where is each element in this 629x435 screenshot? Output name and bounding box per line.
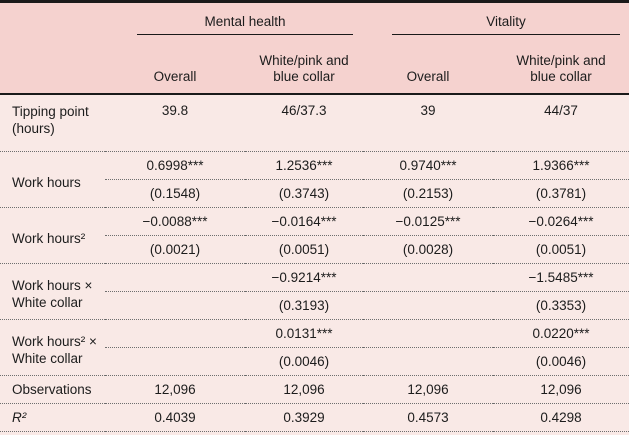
cell: (0.0028) xyxy=(363,235,493,264)
group-header-mental-health: Mental health xyxy=(105,1,363,35)
row-label-r-squared: R² xyxy=(0,403,105,432)
cell: (0.0051) xyxy=(245,235,363,264)
cell: (0.1548) xyxy=(105,179,245,208)
cell: −0.0164*** xyxy=(245,207,363,236)
col-header-mh-overall: Overall xyxy=(105,35,245,95)
cell: (0.0051) xyxy=(493,235,629,264)
cell: (0.3193) xyxy=(245,291,363,320)
cell: 0.0000 xyxy=(493,431,629,435)
cell: 12,096 xyxy=(363,375,493,404)
cell xyxy=(363,291,493,320)
cell: 1.2536*** xyxy=(245,151,363,180)
group-header-vitality: Vitality xyxy=(363,1,629,35)
cell: −0.0264*** xyxy=(493,207,629,236)
row-label-work-hours-sq-x-white-collar: Work hours² × White collar xyxy=(0,319,105,376)
row-label-p-value: p xyxy=(0,431,105,435)
group-label-vitality: Vitality xyxy=(392,8,620,35)
cell xyxy=(363,347,493,376)
cell: 1.9366*** xyxy=(493,151,629,180)
cell xyxy=(105,347,245,376)
row-label-work-hours-x-white-collar: Work hours × White collar xyxy=(0,263,105,320)
cell: 0.3929 xyxy=(245,403,363,432)
row-work-hours-x-white-collar-estimate: Work hours × White collar −0.9214*** −1.… xyxy=(0,263,629,320)
cell: 0.6998*** xyxy=(105,151,245,180)
cell: 0.0220*** xyxy=(493,319,629,348)
row-work-hours-estimate: Work hours 0.6998*** 1.2536*** 0.9740***… xyxy=(0,151,629,208)
cell: 39 xyxy=(363,94,493,152)
cell xyxy=(105,291,245,320)
cell: 0.4298 xyxy=(493,403,629,432)
row-label-work-hours: Work hours xyxy=(0,151,105,208)
cell: −0.9214*** xyxy=(245,263,363,292)
cell: (0.3781) xyxy=(493,179,629,208)
cell xyxy=(363,319,493,348)
cell: (0.2153) xyxy=(363,179,493,208)
cell: 0.4573 xyxy=(363,403,493,432)
row-work-hours-sq-x-white-collar-se: (0.0046) (0.0046) xyxy=(0,347,629,376)
cell: 0.0000 xyxy=(245,431,363,435)
group-label-mental-health: Mental health xyxy=(137,8,353,35)
row-work-hours-sq-x-white-collar-estimate: Work hours² × White collar 0.0131*** 0.0… xyxy=(0,319,629,376)
cell: 0.0000 xyxy=(363,431,493,435)
col-header-mh-collar: White/pink and blue collar xyxy=(245,35,363,95)
row-work-hours-se: (0.1548) (0.3743) (0.2153) (0.3781) xyxy=(0,179,629,208)
cell: 12,096 xyxy=(493,375,629,404)
cell xyxy=(363,263,493,292)
cell: 0.9740*** xyxy=(363,151,493,180)
row-work-hours-x-white-collar-se: (0.3193) (0.3353) xyxy=(0,291,629,320)
cell: 0.0000 xyxy=(105,431,245,435)
subheader-empty xyxy=(0,35,105,95)
row-p-value: p 0.0000 0.0000 0.0000 0.0000 xyxy=(0,431,629,435)
row-label-work-hours-squared: Work hours² xyxy=(0,207,105,264)
cell: 39.8 xyxy=(105,94,245,152)
cell xyxy=(105,319,245,348)
cell: (0.3353) xyxy=(493,291,629,320)
cell: (0.0046) xyxy=(245,347,363,376)
col-header-vit-overall: Overall xyxy=(363,35,493,95)
cell: 0.4039 xyxy=(105,403,245,432)
row-tipping-point: Tipping point (hours) 39.8 46/37.3 39 44… xyxy=(0,94,629,152)
cell: −0.0125*** xyxy=(363,207,493,236)
cell: −1.5485*** xyxy=(493,263,629,292)
cell: 46/37.3 xyxy=(245,94,363,152)
corner-cell xyxy=(0,1,105,35)
row-work-hours-sq-se: (0.0021) (0.0051) (0.0028) (0.0051) xyxy=(0,235,629,264)
row-label-tipping-point: Tipping point (hours) xyxy=(0,94,105,152)
row-r-squared: R² 0.4039 0.3929 0.4573 0.4298 xyxy=(0,403,629,432)
row-observations: Observations 12,096 12,096 12,096 12,096 xyxy=(0,375,629,404)
cell: 44/37 xyxy=(493,94,629,152)
subheader-row: Overall White/pink and blue collar Overa… xyxy=(0,35,629,95)
row-work-hours-sq-estimate: Work hours² −0.0088*** −0.0164*** −0.012… xyxy=(0,207,629,264)
cell: (0.0046) xyxy=(493,347,629,376)
cell xyxy=(105,263,245,292)
group-header-row: Mental health Vitality xyxy=(0,1,629,35)
cell: 0.0131*** xyxy=(245,319,363,348)
cell: 12,096 xyxy=(245,375,363,404)
col-header-vit-collar: White/pink and blue collar xyxy=(493,35,629,95)
cell: (0.3743) xyxy=(245,179,363,208)
cell: −0.0088*** xyxy=(105,207,245,236)
cell: 12,096 xyxy=(105,375,245,404)
row-label-observations: Observations xyxy=(0,375,105,404)
cell: (0.0021) xyxy=(105,235,245,264)
